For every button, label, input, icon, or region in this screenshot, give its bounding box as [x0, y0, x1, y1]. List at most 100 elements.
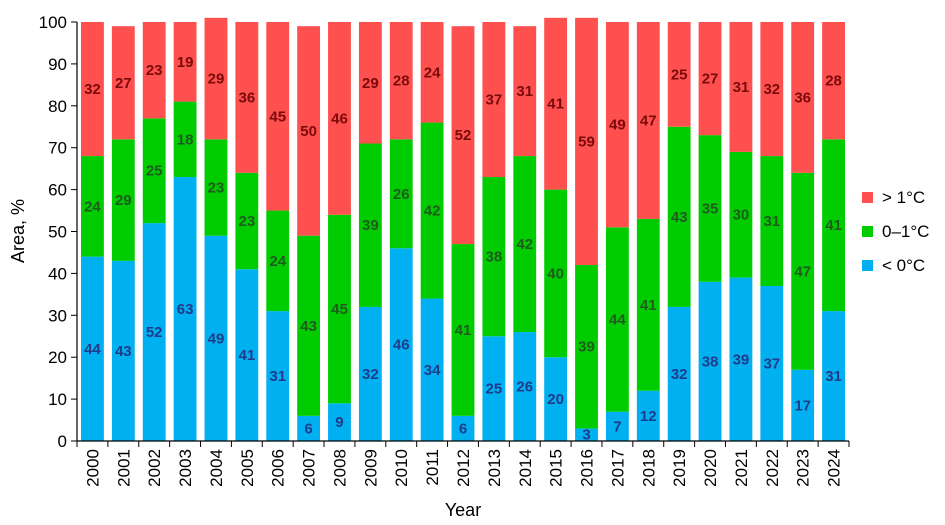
- data-label: 31: [269, 368, 286, 385]
- data-label: 42: [424, 203, 441, 220]
- data-label: 43: [115, 343, 132, 360]
- x-tick-label: 2021: [732, 449, 751, 487]
- y-tick-label: 30: [48, 306, 67, 325]
- data-label: 36: [238, 89, 255, 106]
- bar-segment: [389, 248, 413, 441]
- data-label: 25: [671, 66, 688, 83]
- bar-segment: [142, 223, 166, 441]
- data-label: 38: [486, 249, 503, 266]
- bar-segment: [575, 265, 598, 429]
- x-tick-label: 2015: [547, 449, 566, 487]
- bar-segment: [760, 156, 784, 286]
- bar-segment: [420, 22, 444, 123]
- bar-segment: [81, 156, 104, 257]
- bar-segment: [729, 277, 753, 441]
- x-tick-label: 2022: [763, 449, 782, 487]
- x-tick-label: 2014: [516, 449, 535, 487]
- data-label: 39: [578, 339, 595, 356]
- data-label: 52: [146, 324, 163, 341]
- bar-segment: [328, 214, 351, 404]
- bar-segment: [667, 126, 691, 307]
- data-label: 41: [238, 347, 255, 364]
- x-tick-label: 2001: [114, 449, 133, 487]
- data-label: 23: [238, 213, 255, 230]
- bar-segment: [111, 139, 135, 261]
- x-axis-title: Year: [445, 500, 481, 520]
- bar-segment: [760, 285, 784, 441]
- y-axis-title: Area, %: [8, 199, 28, 263]
- bar-segment: [698, 281, 722, 441]
- data-label: 44: [609, 311, 626, 328]
- data-label: 32: [763, 81, 780, 98]
- data-label: 42: [516, 236, 533, 253]
- bars: [81, 17, 845, 441]
- data-label: 31: [825, 368, 842, 385]
- x-tick-label: 2004: [207, 449, 226, 487]
- data-label: 29: [208, 71, 225, 88]
- data-label: 49: [609, 117, 626, 134]
- data-label: 29: [362, 75, 379, 92]
- x-tick-label: 2010: [392, 449, 411, 487]
- data-label: 59: [578, 133, 595, 150]
- data-label: 40: [547, 265, 564, 282]
- x-tick-label: 2023: [794, 449, 813, 487]
- y-tick-label: 100: [39, 13, 67, 32]
- bar-segment: [173, 22, 197, 102]
- bar-segment: [358, 22, 382, 144]
- legend: > 1°C 0–1°C < 0°C: [862, 188, 929, 275]
- data-label: 49: [208, 330, 225, 347]
- data-label: 41: [640, 297, 657, 314]
- bar-segment: [729, 151, 753, 278]
- bar-segment: [575, 17, 598, 266]
- y-tick-label: 50: [48, 223, 67, 242]
- data-label: 28: [393, 73, 410, 90]
- data-label: 41: [825, 217, 842, 234]
- data-label: 24: [269, 253, 286, 270]
- bar-segment: [482, 177, 506, 337]
- data-label: 50: [300, 123, 317, 140]
- bar-segment: [575, 428, 598, 441]
- bar-segment: [235, 269, 259, 441]
- bar-segment: [791, 172, 815, 370]
- bar-segment: [698, 135, 722, 282]
- bar-segment: [420, 298, 444, 441]
- y-tick-label: 20: [48, 348, 67, 367]
- bar-segment: [235, 172, 259, 270]
- bar-segment: [266, 210, 290, 312]
- data-label: 47: [640, 112, 657, 129]
- x-tick-label: 2013: [485, 449, 504, 487]
- data-label: 44: [84, 341, 101, 358]
- bar-segment: [328, 403, 351, 441]
- data-label: 31: [763, 213, 780, 230]
- bar-segment: [822, 139, 845, 312]
- data-label: 39: [733, 351, 750, 368]
- axes: [76, 22, 849, 442]
- bar-segment: [266, 311, 290, 441]
- y-axis-ticks: 0 10 20 30 40 50 60 70 80 90 100: [39, 13, 77, 451]
- data-label: 26: [393, 186, 410, 203]
- bar-segment: [297, 235, 321, 416]
- bar-segment: [544, 357, 568, 441]
- bar-segment: [513, 26, 537, 157]
- bar-segment: [760, 22, 784, 157]
- y-tick-label: 90: [48, 55, 67, 74]
- bar-segment: [111, 26, 135, 140]
- data-label: 46: [331, 110, 348, 127]
- data-label: 30: [733, 207, 750, 224]
- bar-segment: [513, 332, 537, 441]
- y-tick-label: 40: [48, 264, 67, 283]
- x-axis-ticks: 2000 2001 2002 2003 2004 2005 2006 2007 2008 2009…: [76, 441, 850, 487]
- data-label: 41: [547, 96, 564, 113]
- data-label: 25: [486, 381, 503, 398]
- bar-segment: [420, 122, 444, 299]
- data-label: 19: [177, 54, 194, 71]
- bar-segment: [235, 22, 259, 173]
- data-label: 37: [486, 92, 503, 109]
- x-tick-label: 2019: [670, 449, 689, 487]
- data-label: 26: [516, 379, 533, 396]
- data-label: 17: [794, 397, 811, 414]
- bar-segment: [822, 311, 845, 441]
- legend-label: 0–1°C: [882, 222, 929, 241]
- data-label: 3: [582, 427, 590, 444]
- x-tick-label: 2006: [269, 449, 288, 487]
